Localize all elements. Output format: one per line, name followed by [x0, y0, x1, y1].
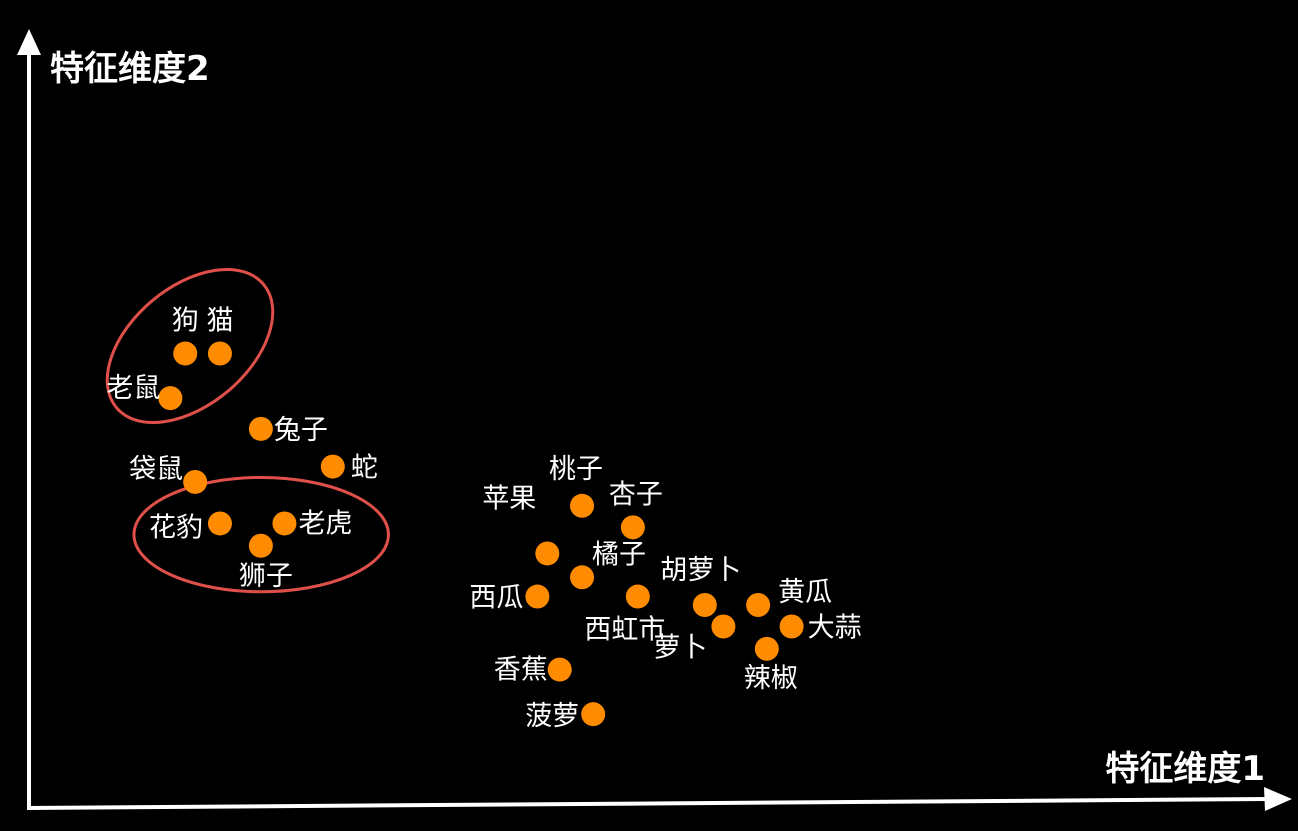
point-label: 袋鼠 [129, 454, 183, 485]
point-label: 香蕉 [494, 655, 548, 686]
data-point [746, 592, 771, 617]
data-point [711, 614, 736, 639]
data-point [183, 469, 208, 494]
data-point [207, 511, 232, 536]
data-point [248, 416, 273, 441]
data-points [158, 341, 804, 727]
point-label: 黄瓜 [778, 577, 832, 608]
point-label: 西虹市 [584, 615, 665, 646]
point-label: 大蒜 [808, 613, 862, 644]
cluster-outline [105, 268, 275, 424]
data-point [158, 386, 183, 411]
point-label: 西瓜 [469, 583, 523, 614]
x-axis-arrow [1264, 787, 1292, 811]
point-label: 老虎 [298, 508, 352, 539]
data-point [692, 592, 717, 617]
point-label: 花豹 [149, 512, 203, 543]
point-label: 老鼠 [106, 373, 160, 404]
point-label: 胡萝卜 [660, 555, 741, 586]
data-point [547, 657, 572, 682]
x-axis-line [26, 797, 1269, 810]
data-point [535, 541, 560, 566]
y-axis-title: 特征维度2 [50, 49, 210, 89]
point-labels: 狗猫老鼠兔子蛇 袋鼠花豹 老虎狮子 桃子杏子 苹果橘子西瓜西虹市 胡萝卜黄瓜萝卜 大蒜辣椒 香… [106, 306, 861, 733]
point-label: 蛇 [351, 453, 378, 484]
data-point [581, 702, 606, 727]
data-point [320, 454, 345, 479]
data-point [525, 584, 550, 609]
data-point [207, 341, 232, 366]
point-label: 橘子 [592, 539, 646, 570]
data-point [620, 515, 645, 540]
point-label: 辣椒 [744, 663, 798, 694]
point-label: 杏子 [609, 479, 663, 510]
x-axis-title: 特征维度1 [1105, 749, 1265, 789]
point-label: 萝卜 [653, 633, 707, 664]
data-point [570, 493, 595, 518]
data-point [779, 614, 804, 639]
point-label: 苹果 [482, 483, 536, 514]
data-point [272, 511, 297, 536]
point-label: 猫 [206, 306, 233, 337]
data-point [754, 636, 779, 661]
point-label: 狗 [172, 306, 199, 337]
y-axis-arrow [17, 29, 41, 55]
point-label: 桃子 [549, 454, 603, 485]
cluster-outlines [105, 268, 390, 594]
data-point [625, 584, 650, 609]
axes [17, 29, 1292, 811]
data-point [248, 533, 273, 558]
point-label: 菠萝 [525, 701, 579, 732]
point-label: 兔子 [274, 415, 328, 446]
data-point [173, 341, 198, 366]
cluster-outline [132, 475, 390, 594]
data-point [570, 565, 595, 590]
point-label: 狮子 [239, 561, 293, 592]
